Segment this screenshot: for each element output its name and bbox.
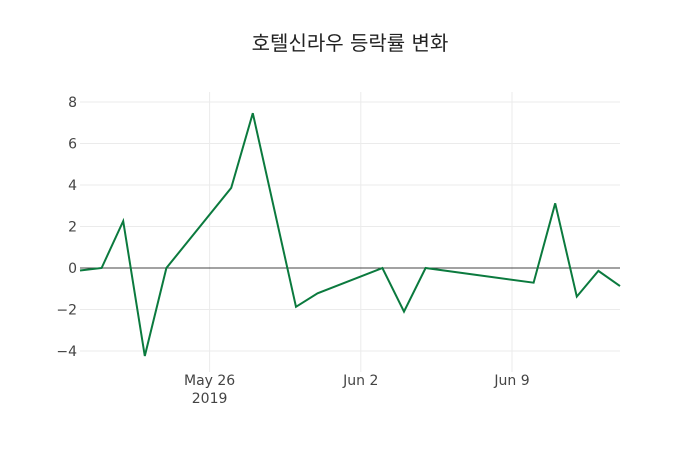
chart-title: 호텔신라우 등락률 변화 — [251, 31, 449, 55]
y-tick-label: 4 — [68, 178, 77, 194]
y-tick-label: −4 — [56, 344, 77, 360]
y-tick-label: −2 — [56, 303, 77, 319]
gridlines — [80, 92, 620, 372]
y-tick-label: 2 — [68, 220, 77, 236]
x-tick-label: Jun 2 — [342, 373, 378, 389]
y-tick-label: 8 — [68, 95, 77, 111]
data-line — [79, 112, 621, 357]
y-tick-label: 6 — [68, 137, 77, 153]
x-tick-year-label: 2019 — [192, 391, 228, 407]
y-tick-label: 0 — [68, 261, 77, 277]
x-tick-label: Jun 9 — [493, 373, 529, 389]
x-tick-label: May 26 — [184, 373, 235, 389]
y-axis: 8 6 4 2 0 −2 −4 — [56, 95, 77, 360]
x-axis: May 26 2019 Jun 2 Jun 9 — [184, 373, 530, 407]
